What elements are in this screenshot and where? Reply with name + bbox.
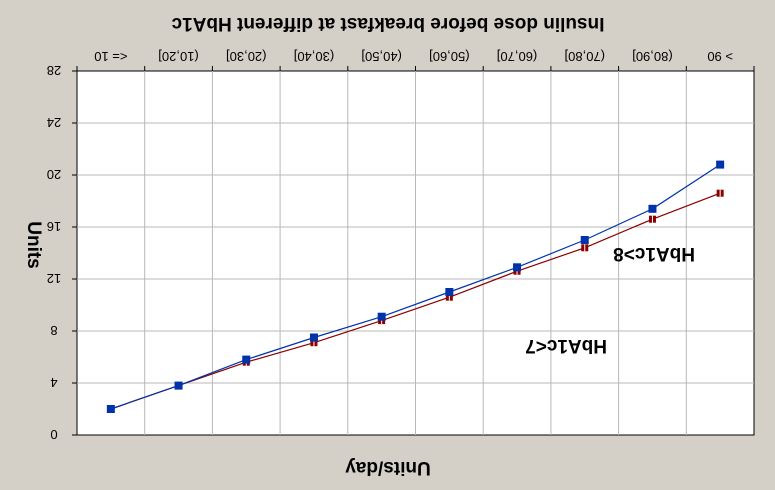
- data-point-series-0: [513, 263, 522, 272]
- series-layer: [106, 160, 725, 413]
- y-tick-label: 24: [47, 115, 61, 130]
- y-tick-label: 8: [50, 323, 57, 338]
- y-tick-label: 20: [47, 167, 61, 182]
- data-point-series-0: [580, 236, 589, 244]
- data-point-series-0: [309, 333, 318, 342]
- y-tick-label: 0: [50, 427, 57, 442]
- x-tick-label: (80,90]: [632, 49, 672, 64]
- x-tick-label: <= 10: [94, 49, 127, 64]
- y-tick-label: 16: [47, 219, 61, 234]
- x-tick-label: (10,20]: [158, 49, 198, 64]
- y-axis-ticks: 0 4 8 12 16 20 24 28: [47, 63, 77, 442]
- data-point-series-0: [174, 381, 183, 390]
- x-tick-label: (60,70]: [497, 49, 537, 64]
- grid-lines: [77, 71, 754, 435]
- series-label-hba1c-gt8: HbA1c>8: [613, 243, 695, 264]
- data-point-series-0: [242, 355, 251, 364]
- data-point-series-0: [648, 204, 657, 213]
- y-tick-label: 4: [50, 375, 57, 390]
- series-line-0: [110, 164, 721, 410]
- y-tick-label: 12: [47, 271, 61, 286]
- data-point-series-0: [377, 312, 386, 321]
- x-axis-title: Units/day: [345, 457, 431, 478]
- series-label-hba1c-lt7: HbA1c<7: [525, 335, 607, 356]
- y-tick-label: 28: [47, 63, 61, 78]
- x-tick-label: (50,60]: [429, 49, 469, 64]
- data-point-series-0: [445, 288, 454, 296]
- x-axis-ticks: <= 10 (10,20] (20,30] (30,40] (40,50] (50,60]…: [76, 49, 755, 71]
- x-tick-label: (40,50]: [361, 49, 401, 64]
- y-axis-title: Units: [23, 221, 44, 269]
- x-tick-label: (70,80]: [565, 49, 605, 64]
- data-point-series-0: [106, 405, 115, 413]
- x-tick-label: (30,40]: [294, 49, 334, 64]
- x-tick-label: (20,30]: [226, 49, 266, 64]
- chart-title: Insulin dose before breakfast at differe…: [171, 13, 604, 34]
- series-line-1: [110, 192, 721, 410]
- x-tick-label: > 90: [707, 49, 733, 64]
- data-point-series-0: [716, 160, 725, 169]
